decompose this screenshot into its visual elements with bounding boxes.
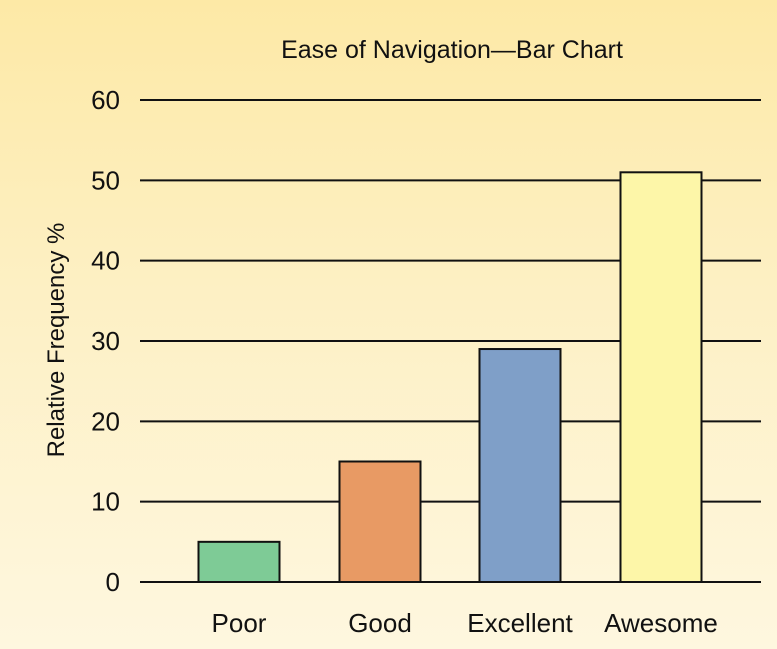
y-tick-label: 60 — [91, 85, 120, 115]
x-category-label: Poor — [212, 608, 267, 638]
x-category-label: Awesome — [604, 608, 718, 638]
x-category-label: Excellent — [467, 608, 573, 638]
y-tick-label: 20 — [91, 406, 120, 436]
y-tick-label: 40 — [91, 246, 120, 276]
y-axis-ticks: 0 10 20 30 40 50 60 — [91, 85, 120, 597]
x-axis-categories: Poor Good Excellent Awesome — [212, 608, 718, 638]
y-tick-label: 0 — [106, 567, 120, 597]
y-tick-label: 50 — [91, 165, 120, 195]
gridlines — [140, 99, 761, 583]
y-tick-label: 10 — [91, 487, 120, 517]
x-category-label: Good — [348, 608, 412, 638]
y-tick-label: 30 — [91, 326, 120, 356]
bar-awesome — [619, 171, 703, 584]
bar-poor — [197, 540, 281, 583]
bar-excellent — [478, 348, 562, 583]
bars — [197, 171, 703, 584]
bar-good — [338, 460, 422, 583]
y-axis-label: Relative Frequency % — [43, 223, 70, 458]
chart-title: Ease of Navigation—Bar Chart — [281, 36, 623, 64]
